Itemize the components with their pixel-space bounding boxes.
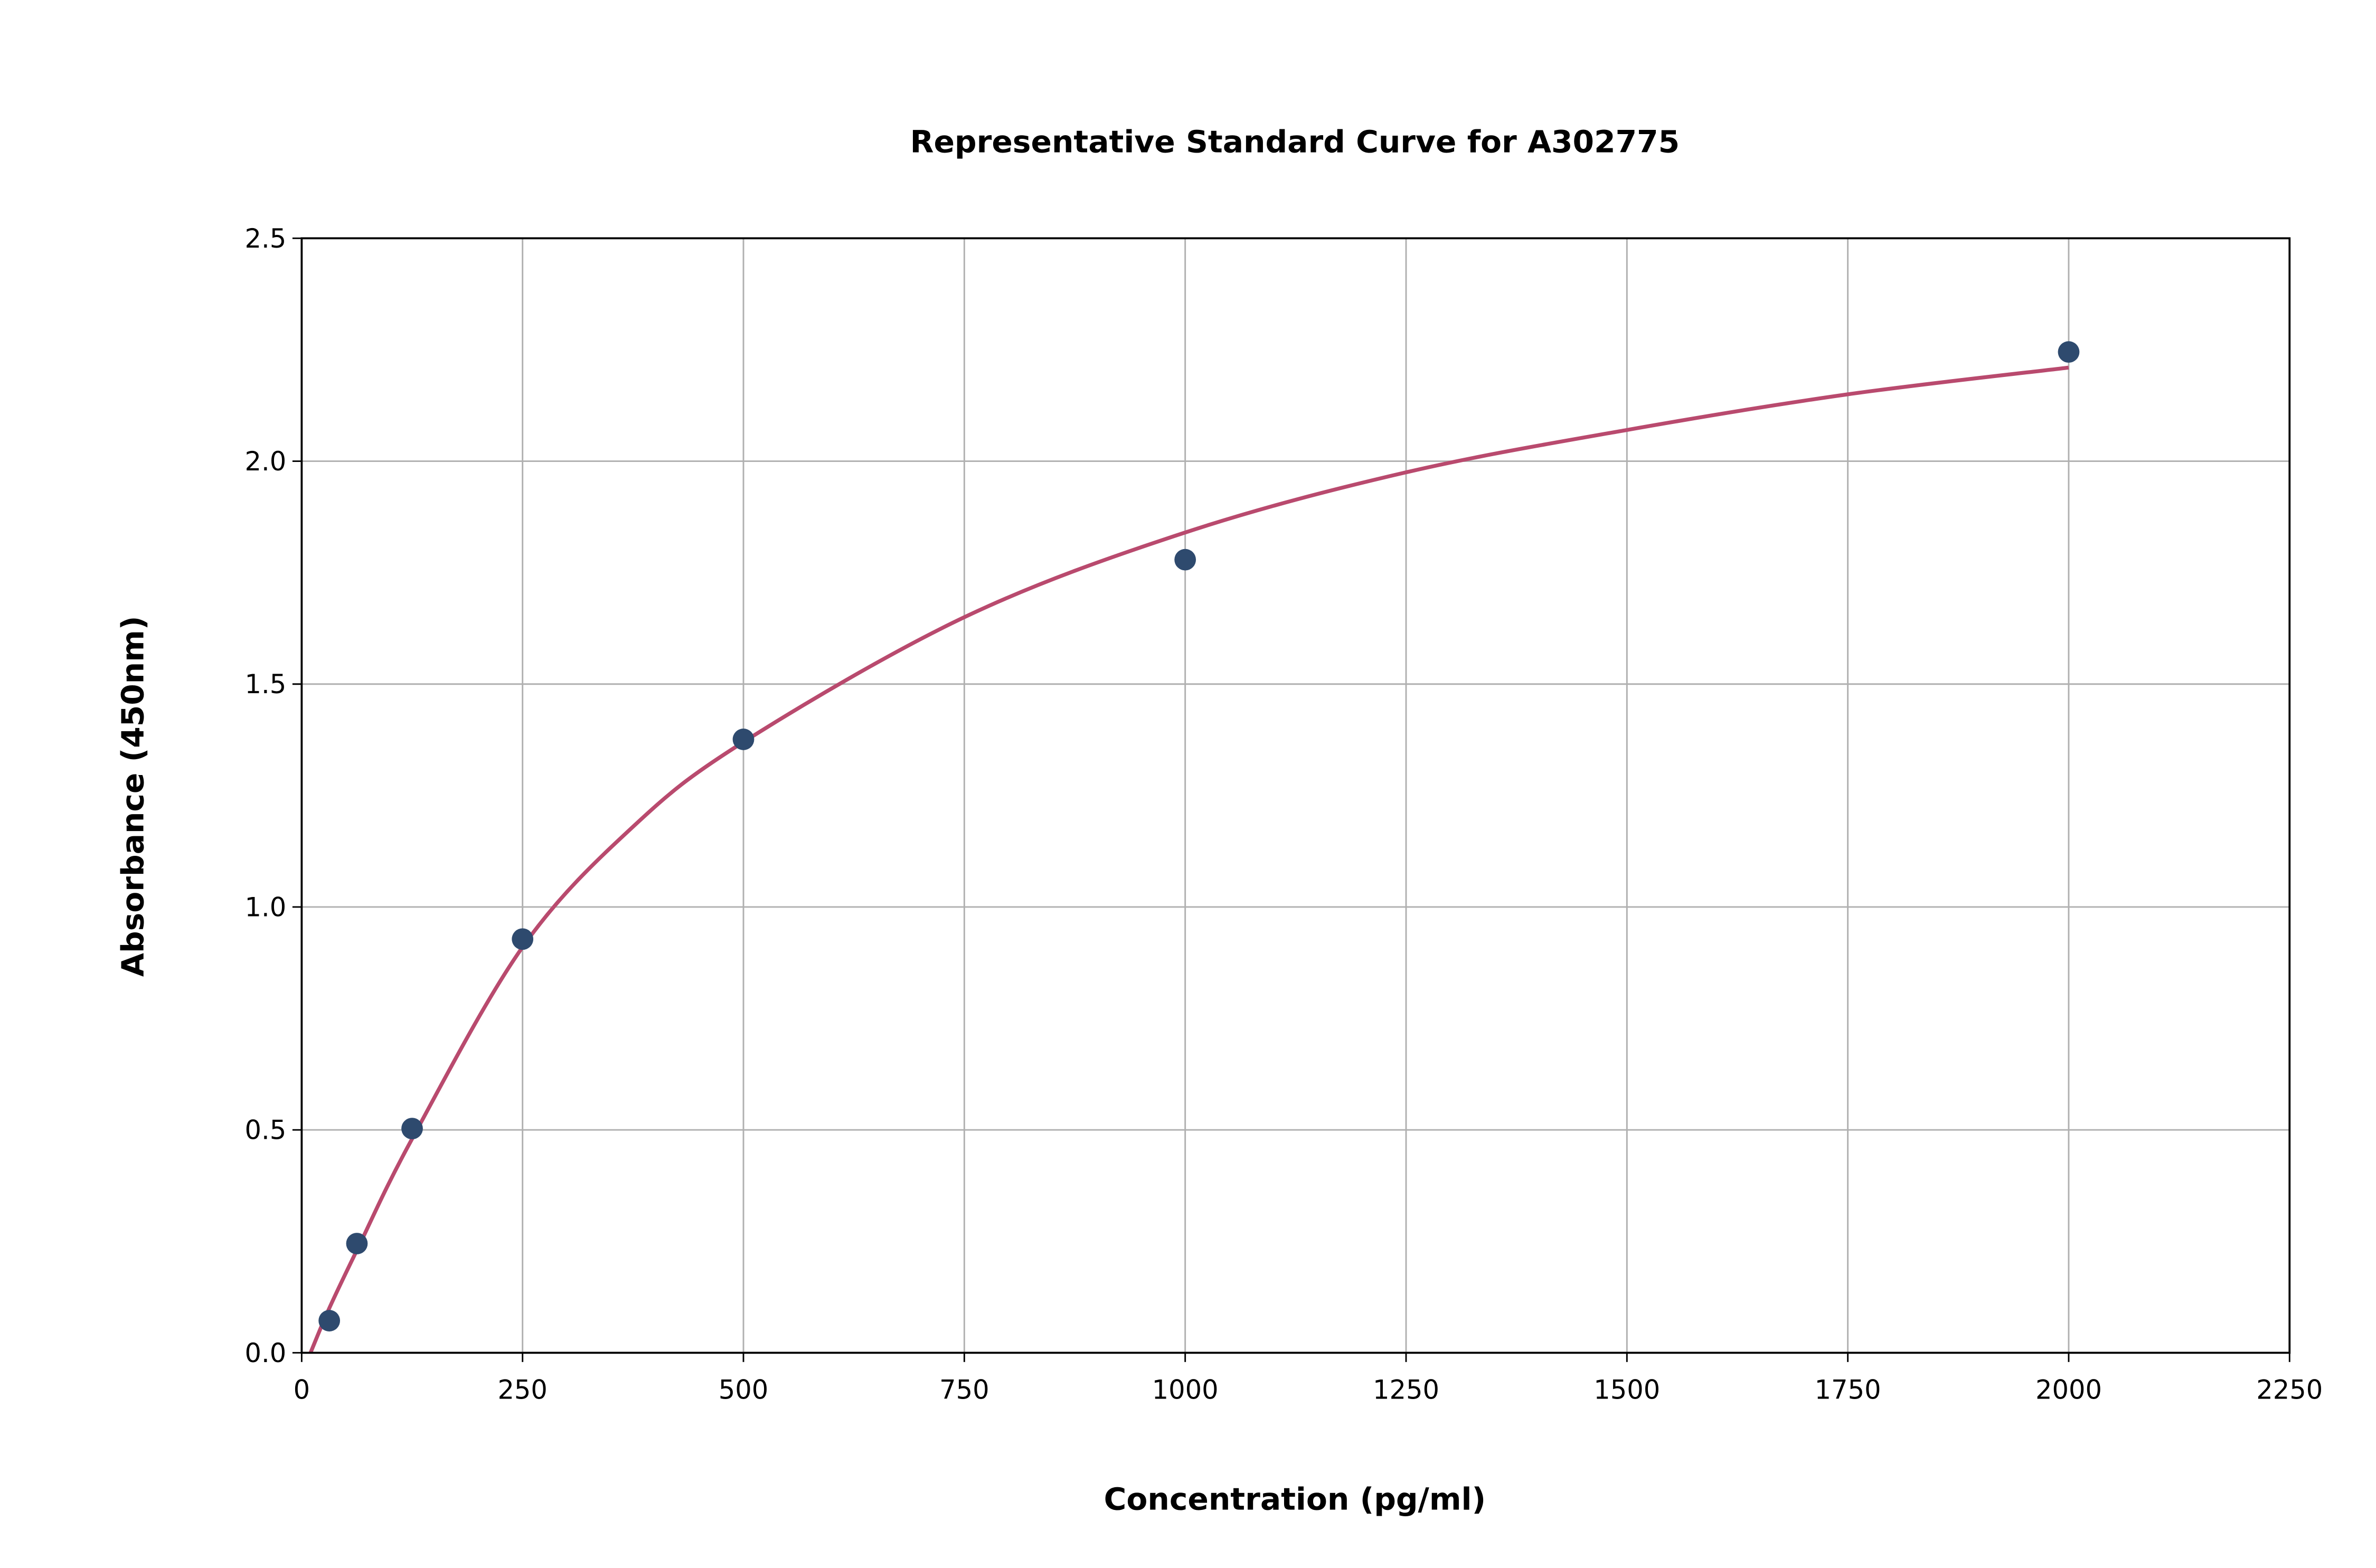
x-ticks: 0 250 500 750 1000 1250 1500 1750 2000 2250 (294, 1353, 2323, 1405)
y-tick-label: 1.0 (245, 892, 287, 922)
x-tick-label: 2250 (2256, 1375, 2323, 1405)
y-tick-label: 0.5 (245, 1115, 287, 1146)
y-tick-label: 0.0 (245, 1338, 287, 1368)
fit-curve (308, 365, 2069, 1354)
x-tick-label: 500 (719, 1375, 768, 1405)
chart-title: Representative Standard Curve for A30277… (910, 124, 1680, 159)
x-tick-label: 750 (939, 1375, 989, 1405)
y-axis-label: Absorbance (450nm) (115, 616, 150, 977)
x-axis-label: Concentration (pg/ml) (1104, 1481, 1486, 1517)
y-ticks: 0.0 0.5 1.0 1.5 2.0 2.5 (245, 223, 302, 1368)
x-tick-label: 1750 (1815, 1375, 1881, 1405)
points-layer (318, 341, 2080, 1331)
data-point (2058, 341, 2080, 363)
plot-frame (300, 237, 2291, 1354)
x-tick-label: 2000 (2035, 1375, 2102, 1405)
y-tick-label: 2.0 (245, 446, 287, 477)
y-tick-label: 1.5 (245, 669, 287, 700)
x-tick-label: 1000 (1152, 1375, 1219, 1405)
data-point (512, 928, 534, 950)
data-point (318, 1310, 341, 1331)
x-tick-label: 0 (294, 1375, 310, 1405)
x-tick-label: 250 (497, 1375, 547, 1405)
data-point (1174, 549, 1196, 571)
x-tick-label: 1250 (1373, 1375, 1439, 1405)
data-point (732, 729, 755, 750)
fit-curve-layer (308, 365, 2069, 1354)
y-tick-label: 2.5 (245, 223, 287, 254)
x-tick-label: 1500 (1594, 1375, 1660, 1405)
data-point (401, 1118, 423, 1139)
data-point (346, 1233, 368, 1254)
